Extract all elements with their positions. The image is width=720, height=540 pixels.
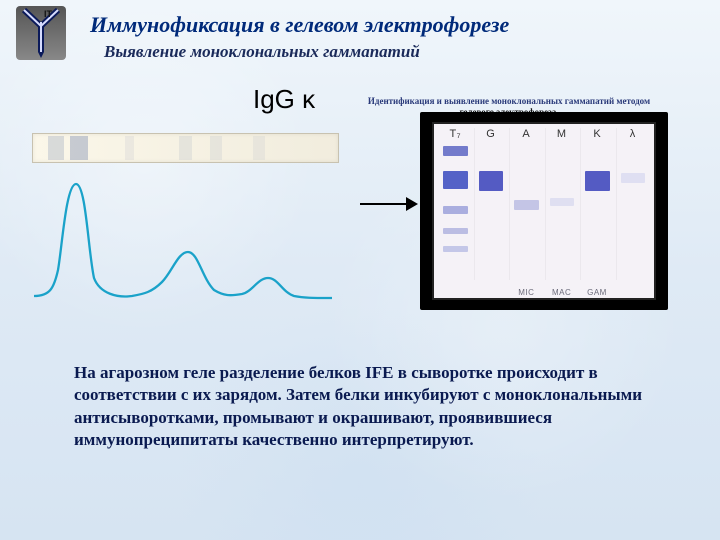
lane-header: T₇ xyxy=(439,128,472,140)
lane-bottom-label: MAC xyxy=(544,288,579,297)
ife-lane: A xyxy=(509,128,543,280)
ife-lane: G xyxy=(474,128,508,280)
lane-band xyxy=(443,206,468,214)
panel-caption-line1: Идентификация и выявление моноклональных… xyxy=(368,96,650,106)
ife-lane: T₇ xyxy=(439,128,472,280)
lane-band xyxy=(479,171,504,191)
lane-band xyxy=(585,171,610,191)
strip-band xyxy=(179,136,191,160)
ife-lane: λ xyxy=(616,128,650,280)
gel-strip xyxy=(32,133,339,163)
ife-lane: K xyxy=(580,128,614,280)
lane-bottom-label xyxy=(615,288,650,297)
lane-header: A xyxy=(510,128,543,140)
lane-band xyxy=(443,246,468,252)
antibody-icon: IT xyxy=(16,6,66,60)
lane-bottom-label: GAM xyxy=(579,288,614,297)
densitometry-curve xyxy=(32,178,337,318)
icon-label: IT xyxy=(44,9,52,19)
igg-text: IgG κ xyxy=(253,84,315,114)
strip-band xyxy=(70,136,88,160)
lane-band xyxy=(550,198,575,206)
page-subtitle: Выявление моноклональных гаммапатий xyxy=(104,42,420,62)
lane-band xyxy=(443,146,468,156)
lane-bottom-label xyxy=(438,288,473,297)
lane-bottom-label: MIC xyxy=(509,288,544,297)
strip-band xyxy=(125,136,134,160)
description-paragraph: На агарозном геле разделение белков IFE … xyxy=(74,362,654,452)
lane-bottom-label xyxy=(473,288,508,297)
strip-band xyxy=(210,136,222,160)
page-title: Иммунофиксация в гелевом электрофорезе xyxy=(90,12,509,38)
ife-panel: Идентификация и выявление моноклональных… xyxy=(420,112,668,310)
igg-label: IgG κ xyxy=(253,84,315,115)
lane-band xyxy=(514,200,539,210)
lane-band xyxy=(443,171,468,189)
strip-band xyxy=(48,136,63,160)
lane-header: M xyxy=(546,128,579,140)
lane-header: λ xyxy=(617,128,650,140)
ife-lane: M xyxy=(545,128,579,280)
strip-band xyxy=(253,136,265,160)
lane-band xyxy=(621,173,646,183)
lane-header: G xyxy=(475,128,508,140)
arrow-icon xyxy=(360,200,420,208)
lane-header: K xyxy=(581,128,614,140)
lane-band xyxy=(443,228,468,234)
